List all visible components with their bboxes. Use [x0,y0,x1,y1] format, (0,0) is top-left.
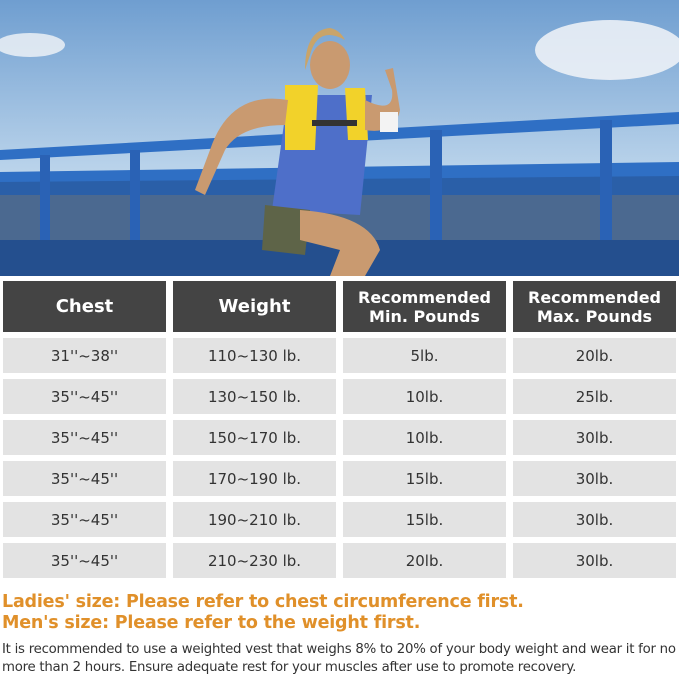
mens-size-note: Men's size: Please refer to the weight f… [2,613,421,633]
cell-min-pounds: 10lb. [343,379,506,414]
cell-min-pounds: 5lb. [343,338,506,373]
header-max-pounds: Recommended Max. Pounds [513,281,676,332]
header-label: Min. Pounds [369,306,480,326]
cell-weight: 170~190 lb. [173,461,336,496]
header-weight: Weight [173,281,336,332]
cell-chest: 35''~45'' [3,543,166,578]
usage-recommendation: It is recommended to use a weighted vest… [2,642,676,675]
cell-weight: 110~130 lb. [173,338,336,373]
table-row: 35''~45'' 210~230 lb. 20lb. 30lb. [3,543,676,578]
header-label: Recommended [358,287,491,307]
cell-max-pounds: 20lb. [513,338,676,373]
header-min-pounds: Recommended Min. Pounds [343,281,506,332]
table-row: 35''~45'' 150~170 lb. 10lb. 30lb. [3,420,676,455]
header-label: Recommended [528,287,661,307]
cell-min-pounds: 20lb. [343,543,506,578]
table-row: 31''~38'' 110~130 lb. 5lb. 20lb. [3,338,676,373]
cell-min-pounds: 15lb. [343,461,506,496]
cell-max-pounds: 30lb. [513,543,676,578]
cell-max-pounds: 30lb. [513,461,676,496]
cell-min-pounds: 10lb. [343,420,506,455]
cell-max-pounds: 30lb. [513,420,676,455]
table-row: 35''~45'' 130~150 lb. 10lb. 25lb. [3,379,676,414]
cell-chest: 35''~45'' [3,502,166,537]
cell-min-pounds: 15lb. [343,502,506,537]
cell-chest: 35''~45'' [3,461,166,496]
header-label: Max. Pounds [536,306,653,326]
cell-weight: 210~230 lb. [173,543,336,578]
header-label: Chest [55,296,114,317]
header-label: Weight [218,296,291,317]
cell-max-pounds: 25lb. [513,379,676,414]
cell-max-pounds: 30lb. [513,502,676,537]
cell-weight: 190~210 lb. [173,502,336,537]
cell-chest: 35''~45'' [3,420,166,455]
table-row: 35''~45'' 190~210 lb. 15lb. 30lb. [3,502,676,537]
cell-chest: 35''~45'' [3,379,166,414]
hero-photo-woman-running-in-weighted-vest [0,0,679,276]
cell-chest: 31''~38'' [3,338,166,373]
ladies-size-note: Ladies' size: Please refer to chest circ… [2,592,524,612]
table-row: 35''~45'' 170~190 lb. 15lb. 30lb. [3,461,676,496]
table-header-row: Chest Weight Recommended Min. Pounds Reco… [3,281,676,332]
cell-weight: 130~150 lb. [173,379,336,414]
cell-weight: 150~170 lb. [173,420,336,455]
header-chest: Chest [3,281,166,332]
size-chart-table: Chest Weight Recommended Min. Pounds Reco… [3,281,676,584]
